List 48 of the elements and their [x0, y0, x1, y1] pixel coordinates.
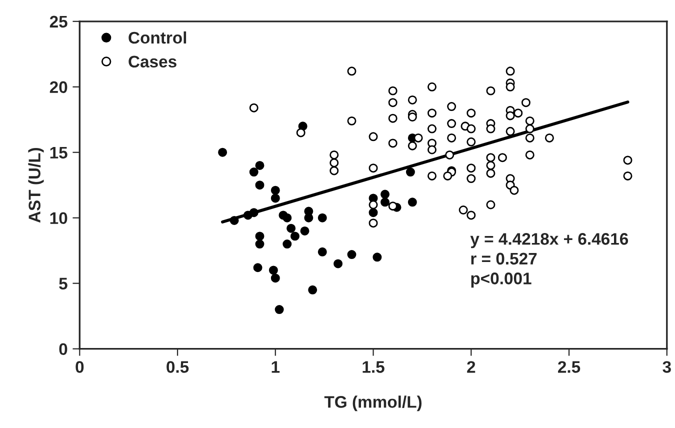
point — [372, 252, 382, 262]
point — [300, 226, 310, 236]
annotation: y = 4.4218x + 6.4616 r = 0.527 p<0.001 — [470, 233, 628, 288]
x-tick-label: 2 — [467, 361, 476, 373]
point — [270, 194, 280, 203]
x-tick-label: 0 — [76, 361, 84, 373]
x-tick-label: 1.5 — [362, 361, 384, 373]
point — [268, 266, 278, 275]
legend-label: Control — [128, 31, 186, 44]
point — [270, 186, 280, 195]
point — [286, 224, 296, 233]
point — [255, 240, 264, 249]
point — [255, 180, 264, 190]
x-tick-label: 0.5 — [166, 361, 189, 373]
y-tick-label: 15 — [50, 146, 68, 159]
point — [406, 168, 415, 177]
y-tick-label: 25 — [50, 16, 68, 28]
point — [253, 263, 262, 272]
y-axis-title: AST (U/L) — [28, 148, 44, 223]
point — [380, 198, 390, 207]
point — [318, 247, 327, 256]
point — [334, 259, 343, 268]
point — [368, 208, 378, 218]
point — [408, 198, 417, 207]
point — [230, 216, 239, 225]
point — [318, 213, 327, 222]
point — [282, 240, 292, 249]
point — [249, 168, 258, 177]
point — [347, 250, 356, 260]
point — [380, 190, 390, 199]
y-tick-label: 0 — [59, 343, 68, 356]
point — [282, 213, 292, 222]
point — [270, 274, 280, 283]
point — [218, 148, 228, 157]
point — [290, 232, 300, 241]
x-tick-label: 2.5 — [558, 361, 580, 373]
y-tick-label: 20 — [50, 81, 68, 94]
point — [255, 232, 264, 241]
point — [249, 208, 258, 218]
y-tick-label: 5 — [59, 278, 68, 290]
point — [274, 305, 284, 314]
point — [255, 160, 264, 170]
x-axis-title: TG (mmol/L) — [324, 396, 422, 412]
x-tick-label: 1 — [272, 361, 280, 373]
point — [308, 285, 318, 294]
y-tick-label: 10 — [50, 212, 68, 224]
x-tick-label: 3 — [662, 361, 671, 373]
legend-label: Cases — [128, 56, 176, 68]
